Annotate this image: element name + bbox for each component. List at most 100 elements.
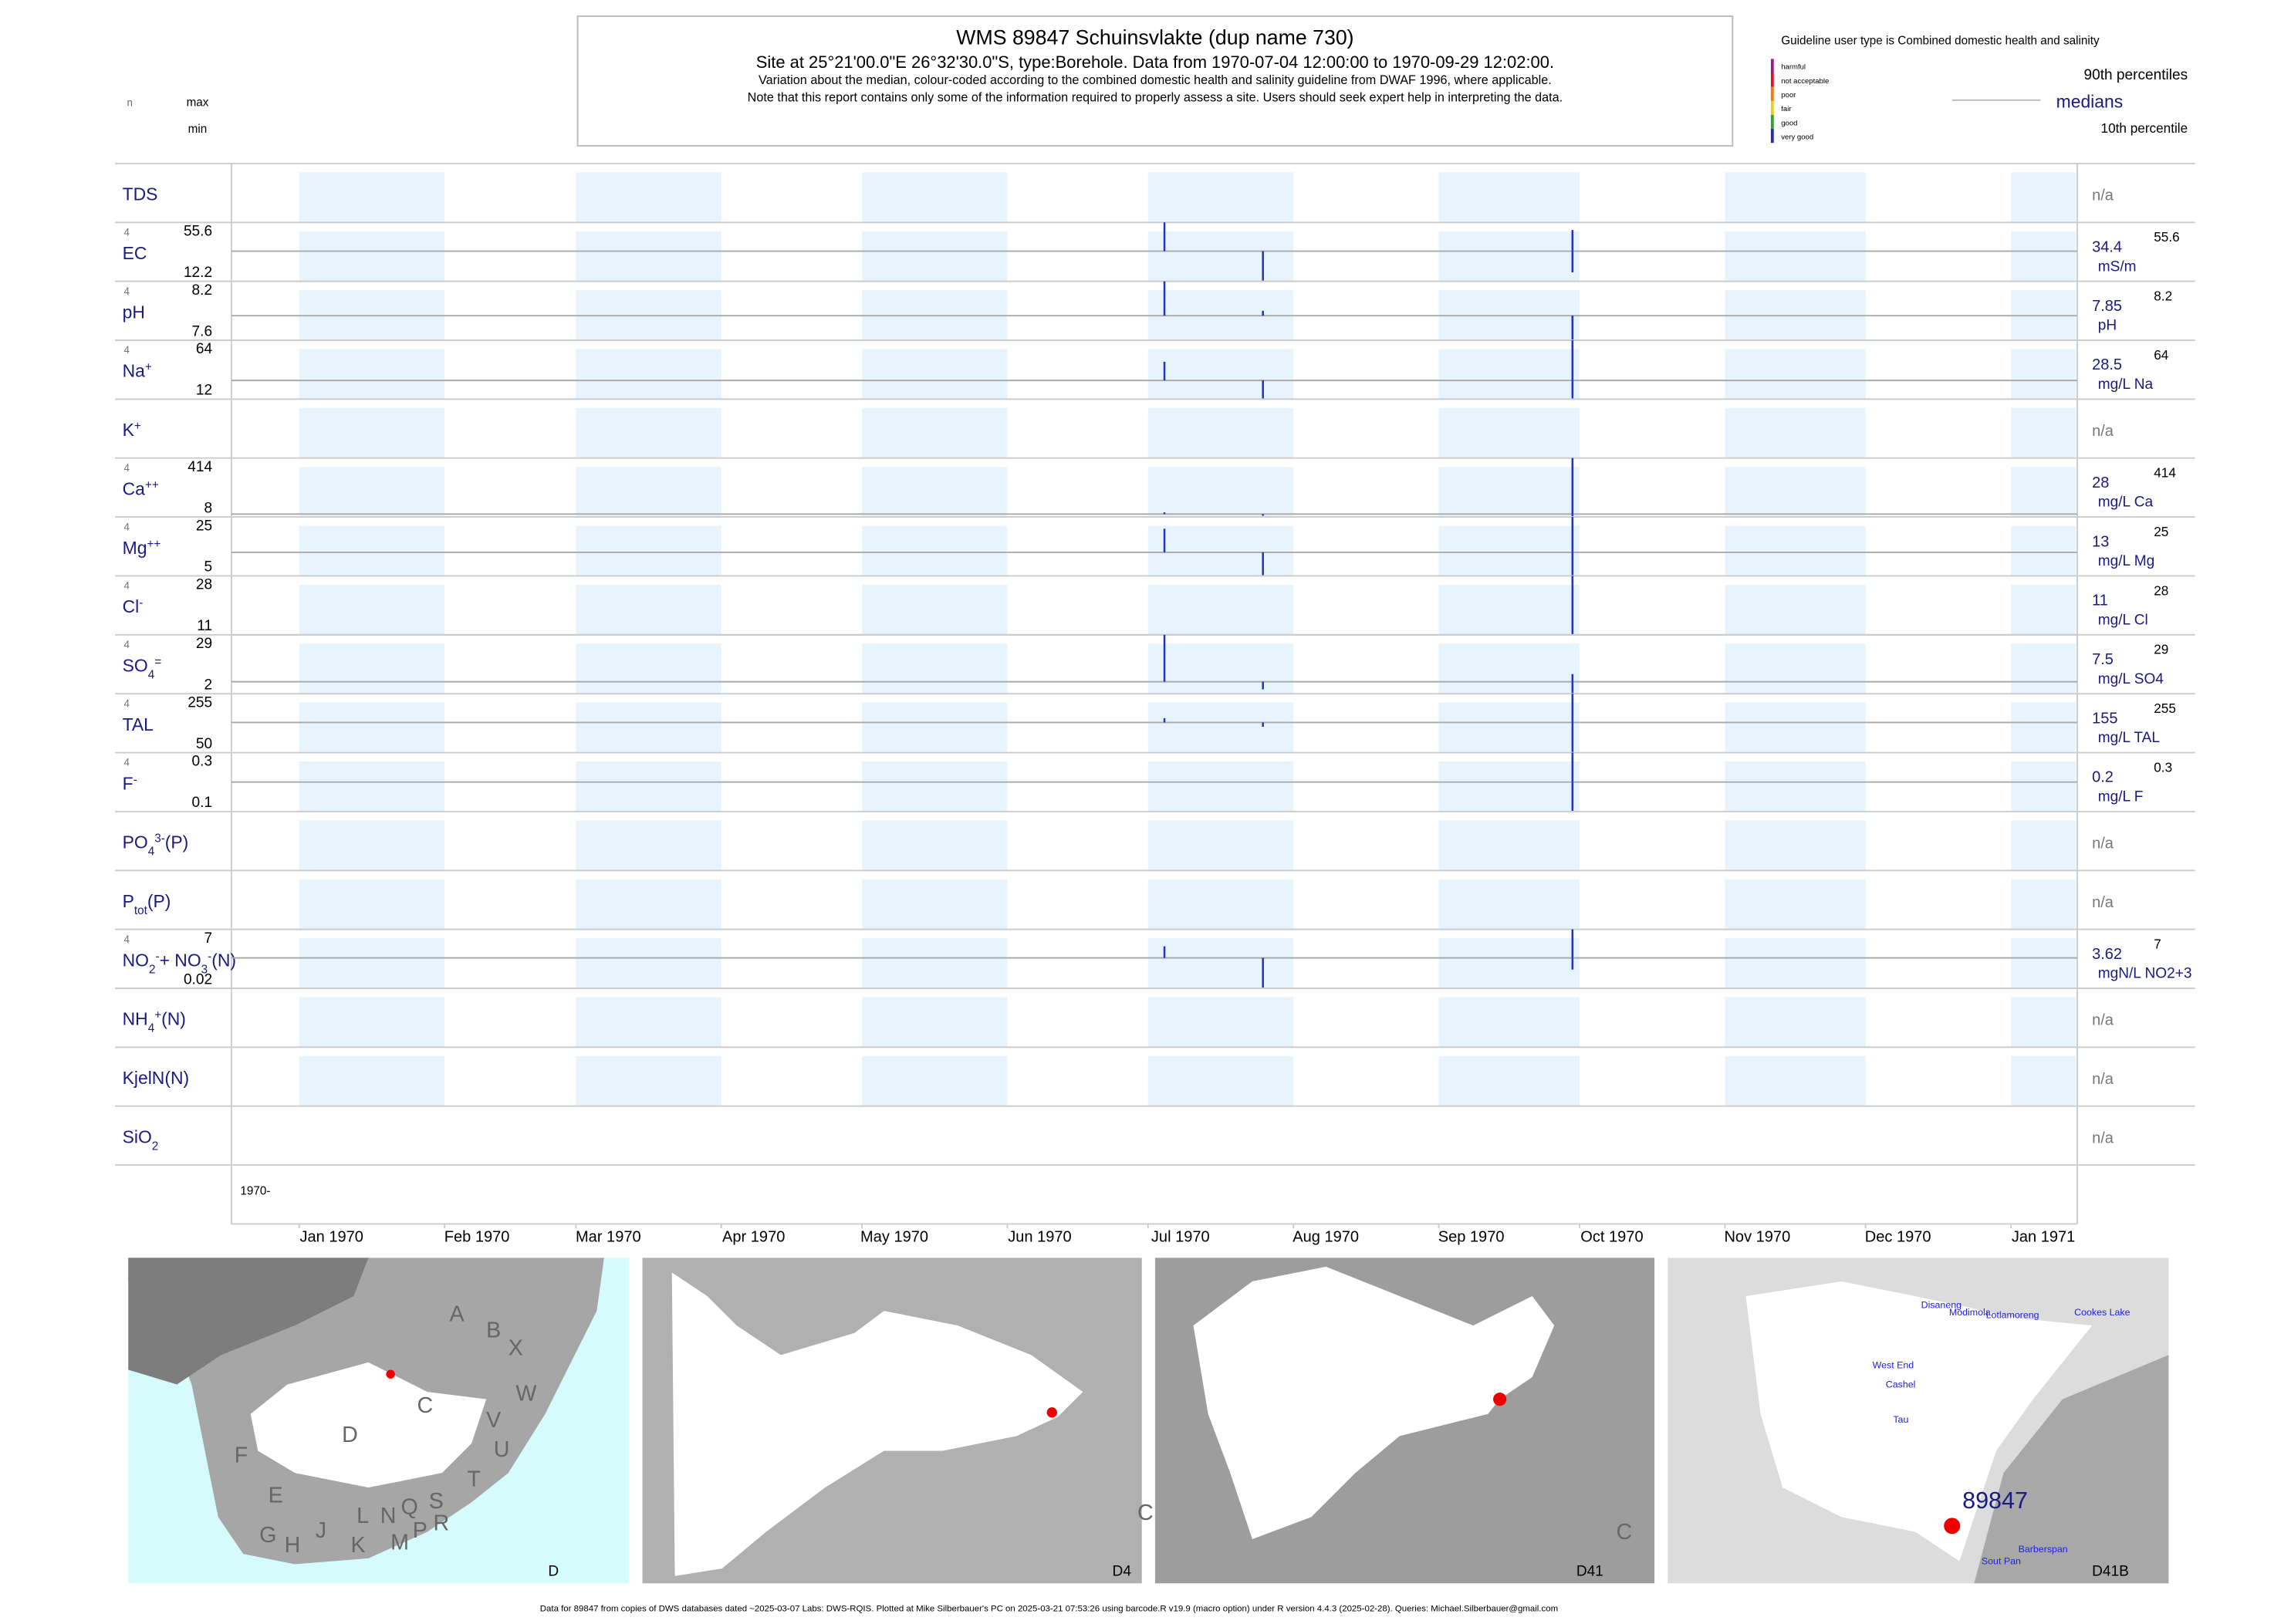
label-part: - <box>139 596 143 609</box>
n: 4 <box>124 285 130 297</box>
x-tick-label: Nov 1970 <box>1724 1228 1790 1245</box>
month-band <box>1438 525 1580 576</box>
max: 28 <box>196 577 212 593</box>
label-part: ++ <box>147 537 161 550</box>
footer: Data for 89847 from copies of DWS databa… <box>540 1605 1558 1614</box>
month-band <box>576 231 721 282</box>
median: 28 <box>2092 474 2109 491</box>
map-label: A <box>449 1302 465 1326</box>
map-label: M <box>390 1530 409 1555</box>
month-band <box>1725 349 1866 400</box>
month-band <box>862 231 1008 282</box>
x-tick-label: Feb 1970 <box>444 1228 510 1245</box>
unit: mg/L Na <box>2098 376 2154 393</box>
month-band <box>1147 702 1294 753</box>
month-band <box>299 938 445 988</box>
month-band <box>2011 761 2076 812</box>
median: 3.62 <box>2092 946 2122 963</box>
month-band <box>2011 879 2076 930</box>
plot: TDS n/a EC 4 55.6 12.2 34.4 55.6 mS/m pH 4 8.2 7.6 7.… <box>115 162 2195 1245</box>
row-label: Cl- <box>123 596 144 617</box>
month-band <box>299 820 445 871</box>
legend-swatch <box>1770 100 1774 115</box>
label-part: ++ <box>145 478 159 491</box>
month-band <box>1438 938 1580 988</box>
map-label: N <box>380 1504 397 1528</box>
month-band <box>1438 879 1580 930</box>
month-band <box>862 820 1008 871</box>
na: n/a <box>2092 1071 2114 1088</box>
map-land <box>1974 1355 2169 1584</box>
month-band <box>299 997 445 1048</box>
map-label: C <box>1616 1520 1632 1545</box>
row-label: SiO2 <box>123 1126 159 1153</box>
x-tick-label: Jan 1971 <box>2012 1228 2075 1245</box>
row-label: KjelN(N) <box>123 1068 189 1088</box>
label-part: 2 <box>152 1140 159 1153</box>
label-part: P <box>123 891 134 911</box>
map-label: B <box>486 1318 501 1342</box>
month-band <box>862 643 1008 694</box>
label-part: NH <box>123 1009 148 1029</box>
month-band <box>1438 761 1580 812</box>
min: 12.2 <box>184 265 212 281</box>
map-catchment <box>671 1272 1083 1576</box>
month-band <box>1438 643 1580 694</box>
x-tick-label: May 1970 <box>860 1228 928 1245</box>
month-band <box>1147 231 1294 282</box>
unit: mg/L TAL <box>2098 730 2160 746</box>
map-label: W <box>515 1382 536 1406</box>
month-band <box>1725 407 1866 458</box>
map-caption: D <box>548 1564 559 1580</box>
month-band <box>1147 525 1294 576</box>
month-band <box>1725 467 1866 518</box>
row-label: Ca++ <box>123 478 159 499</box>
month-band <box>1147 349 1294 400</box>
label-part: (P) <box>165 832 189 853</box>
map-label: F <box>235 1443 248 1468</box>
unit: mg/L Mg <box>2098 553 2155 569</box>
legend-swatch <box>1770 73 1774 87</box>
na: n/a <box>2092 1129 2114 1146</box>
min: 0.1 <box>192 795 213 811</box>
na: n/a <box>2092 1012 2114 1029</box>
month-band <box>1725 997 1866 1048</box>
na: n/a <box>2092 187 2114 204</box>
month-band <box>2011 1055 2076 1106</box>
max-right: 64 <box>2154 347 2169 363</box>
title: WMS 89847 Schuinsvlakte (dup name 730) <box>956 25 1353 49</box>
site-dot <box>386 1369 395 1379</box>
map-label: Cashel <box>1886 1379 1916 1389</box>
note: Note that this report contains only some… <box>748 91 1563 105</box>
label-part: 4 <box>148 668 155 681</box>
na: n/a <box>2092 423 2114 440</box>
month-band <box>1438 702 1580 753</box>
row-label: pH <box>123 302 145 322</box>
median: 34.4 <box>2092 238 2122 255</box>
n: 4 <box>124 226 130 238</box>
legend-class: not acceptable <box>1781 77 1829 86</box>
legend-median: medians <box>2056 91 2124 111</box>
legend-class: good <box>1781 119 1797 127</box>
row-label: NO2-+ NO3-(N) <box>123 950 236 976</box>
map-label: C <box>417 1393 433 1418</box>
map-catchment <box>1193 1266 1555 1539</box>
month-band <box>1725 584 1866 635</box>
na: n/a <box>2092 894 2114 911</box>
month-band <box>1147 467 1294 518</box>
month-band <box>1438 820 1580 871</box>
site-dot <box>1493 1393 1507 1406</box>
median: 7.85 <box>2092 298 2122 315</box>
x-tick-label: Aug 1970 <box>1292 1228 1359 1245</box>
month-band <box>299 349 445 400</box>
label-part: (P) <box>147 891 171 911</box>
label-part: Cl <box>123 596 140 616</box>
map-caption: D41B <box>2092 1564 2129 1580</box>
map-label: S <box>429 1489 444 1514</box>
legend-swatch <box>1770 86 1774 101</box>
max: 55.6 <box>184 223 212 239</box>
map-label: J <box>316 1518 326 1543</box>
label-part: - <box>155 950 159 963</box>
row-label: TAL <box>123 714 154 734</box>
x-tick-label: Oct 1970 <box>1580 1228 1643 1245</box>
